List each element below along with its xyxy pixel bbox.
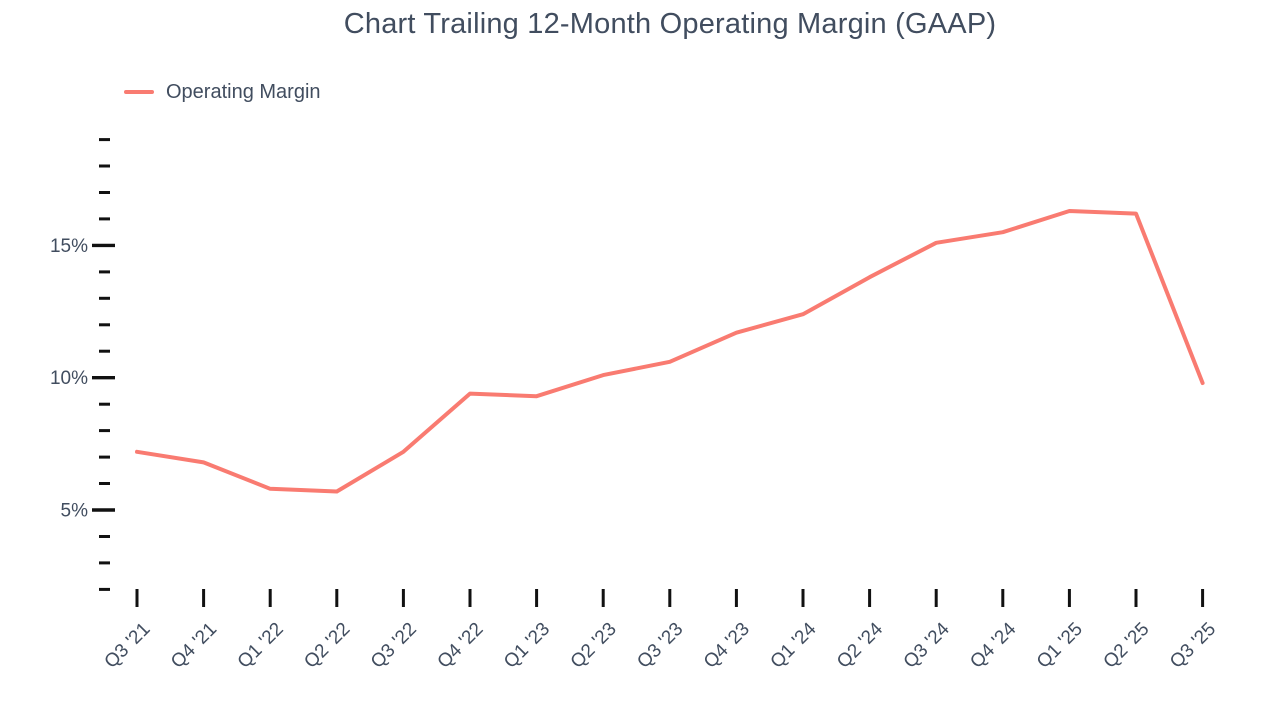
x-axis-label: Q3 '24: [900, 618, 954, 672]
operating-margin-line[interactable]: [135, 209, 1205, 494]
x-axis-label: Q1 '22: [234, 619, 288, 673]
x-axis-label: Q2 '25: [1100, 619, 1154, 673]
x-axis-label: Q3 '22: [367, 619, 421, 673]
x-axis-label: Q4 '21: [167, 619, 221, 673]
legend-item-operating-margin[interactable]: Operating Margin: [124, 80, 321, 104]
x-axis-label: Q2 '22: [300, 619, 354, 673]
y-axis-label: 15%: [50, 236, 88, 257]
x-axis-label: Q1 '25: [1033, 619, 1087, 673]
x-axis-label: Q3 '21: [101, 619, 155, 673]
x-axis-label: Q1 '23: [500, 619, 554, 673]
x-axis-label: Q3 '25: [1166, 619, 1220, 673]
y-axis-label: 10%: [50, 368, 88, 389]
x-axis-label: Q4 '22: [434, 619, 488, 673]
chart-title: Chart Trailing 12-Month Operating Margin…: [343, 8, 997, 40]
y-axis-label: 5%: [61, 501, 89, 522]
legend-label: Operating Margin: [166, 80, 321, 103]
x-axis-label: Q2 '23: [567, 619, 621, 673]
x-axis-label: Q4 '24: [966, 618, 1020, 672]
legend-line-swatch: [124, 89, 154, 95]
x-axis-label: Q3 '23: [633, 619, 687, 673]
x-axis-label: Q2 '24: [833, 618, 887, 672]
x-axis-label: Q4 '23: [700, 619, 754, 673]
x-axis-label: Q1 '24: [767, 618, 821, 672]
